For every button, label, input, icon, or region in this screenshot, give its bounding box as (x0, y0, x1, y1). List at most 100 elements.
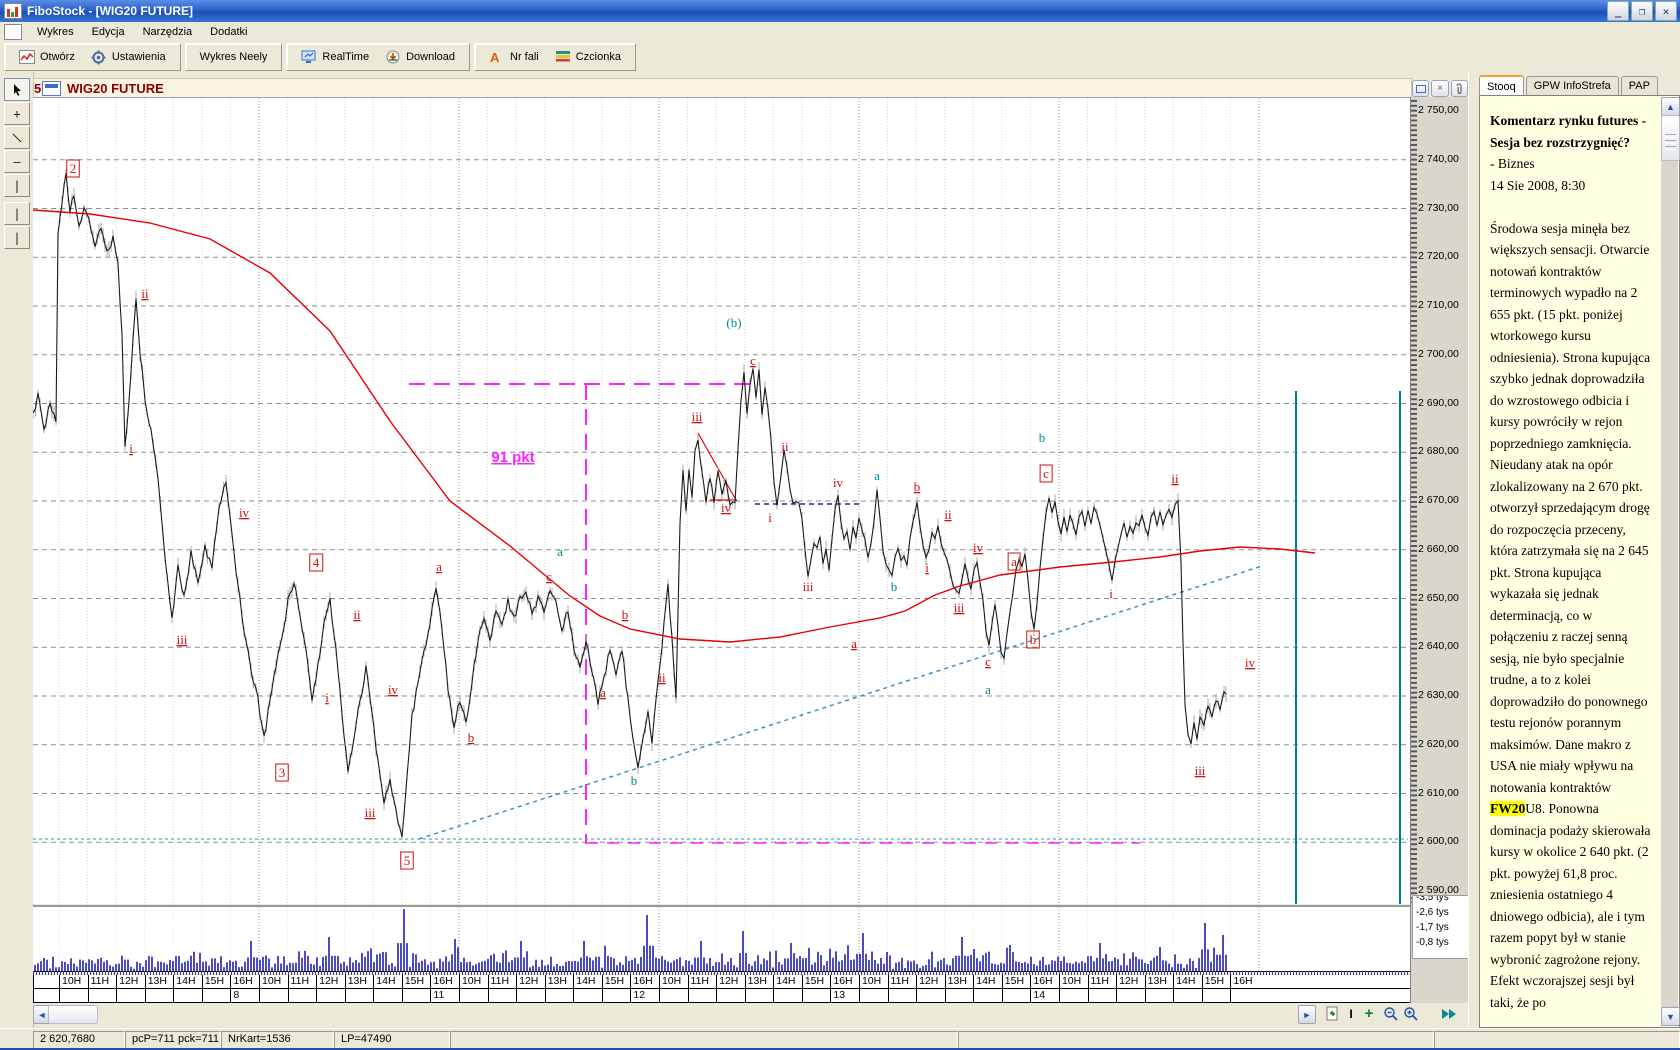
day-cell: 13 (830, 989, 861, 1003)
wave-label: 5 (404, 853, 411, 868)
day-cell (1173, 989, 1204, 1003)
scroll-down-button[interactable]: ▼ (1661, 1007, 1680, 1026)
toolbar-button-ustawienia[interactable]: Ustawienia (83, 48, 174, 66)
toolbar-button-label: Download (406, 50, 455, 63)
wave-label: 2 (70, 161, 77, 176)
maximize-button[interactable]: ❐ (1631, 1, 1653, 21)
close-pane-button[interactable]: × (1431, 80, 1449, 97)
time-cell: 12H (316, 975, 347, 989)
y-axis-label: 2 650,00 (1418, 591, 1459, 604)
wave-label: b (914, 479, 921, 494)
wave-label: a (851, 636, 857, 651)
news-scroll-thumb[interactable] (1661, 115, 1680, 161)
pane-buttons: × (1412, 80, 1468, 97)
refresh-data-button[interactable] (1323, 1005, 1341, 1022)
time-cell: 10H (658, 975, 690, 989)
day-cell (344, 989, 376, 1003)
chart-pane-header[interactable]: WIG20 FUTURE 5 min. (33, 78, 1412, 111)
wave-label: a (436, 559, 442, 574)
wave-number-icon: A (489, 50, 505, 65)
day-cell (487, 989, 519, 1003)
tab-pap[interactable]: PAP (1620, 76, 1658, 95)
y-axis-label: 2 590,00 (1418, 884, 1459, 896)
wave-label: b (622, 607, 629, 622)
day-cell (116, 989, 147, 1003)
minimize-button[interactable]: _ (1607, 1, 1629, 21)
day-cell: 8 (230, 989, 261, 1003)
toolbar-button-czcionka[interactable]: Czcionka (547, 48, 629, 66)
zoom-out-button[interactable] (1381, 1005, 1401, 1022)
news-date: 14 Sie 2008, 8:30 (1490, 177, 1586, 193)
volume-chart (33, 905, 1410, 973)
horizontal-scrollbar[interactable]: ◄ ► I + (33, 1004, 1468, 1024)
restore-pane-button[interactable] (1412, 80, 1430, 97)
y-axis-label: 2 750,00 (1418, 104, 1459, 116)
day-cell-empty (33, 989, 61, 1003)
scroll-up-button[interactable]: ▲ (1661, 97, 1680, 116)
scroll-thumb[interactable] (48, 1005, 98, 1024)
time-cell: 14H (773, 975, 804, 989)
vsegment-tool-button[interactable]: | (4, 202, 30, 225)
volume-axis-label: -1,7 tys (1416, 922, 1449, 933)
news-highlight: FW20 (1490, 801, 1526, 816)
toolbar-button-label: RealTime (322, 50, 370, 63)
vline-tool-button[interactable]: | (4, 174, 30, 197)
bar-cursor-button[interactable]: I (1349, 1006, 1353, 1021)
toolbar-button-download[interactable]: Download (377, 48, 463, 66)
wave-label-box (1039, 464, 1053, 483)
drawing-tool-palette: + — | | | (0, 72, 34, 1028)
y-axis-label: 2 740,00 (1418, 152, 1459, 165)
attach-icon[interactable] (1450, 80, 1468, 97)
day-cell (1001, 989, 1033, 1003)
time-cell: 10H (1058, 975, 1090, 989)
price-line (33, 173, 1227, 838)
time-cell: 12H (516, 975, 547, 989)
menu-item-edycja[interactable]: Edycja (91, 25, 125, 38)
wave-label: iii (365, 805, 376, 820)
price-bar-wicks (33, 169, 1227, 840)
fast-forward-button[interactable] (1438, 1005, 1460, 1022)
menu-item-wykres[interactable]: Wykres (37, 25, 74, 38)
wave-label: a (600, 685, 606, 700)
menu-item-narzędzia[interactable]: Narzędzia (142, 25, 193, 38)
wave-label: iii (177, 632, 188, 647)
wave-label: c (750, 353, 756, 368)
time-cell: 14H (573, 975, 604, 989)
toolbar-button-wykres-neely[interactable]: Wykres Neely (192, 49, 276, 65)
wave-label: iv (833, 475, 844, 490)
day-cell (287, 989, 319, 1003)
tab-gpw-infostrefa[interactable]: GPW InfoStrefa (1525, 76, 1619, 95)
y-axis-label: 2 600,00 (1418, 835, 1459, 848)
toolbar-button-otwórz[interactable]: Otwórz (11, 48, 83, 66)
vray-tool-button[interactable]: | (4, 226, 30, 249)
close-button[interactable]: ✕ (1655, 1, 1677, 21)
wave-label-box (1007, 552, 1021, 571)
time-cell: 12H (1116, 975, 1147, 989)
tab-stooq[interactable]: Stooq (1479, 75, 1524, 96)
scroll-right-button[interactable]: ► (1298, 1005, 1316, 1024)
price-chart[interactable]: 2iiiiiiiv34iiiiiiiv5abcabaiib(b)ciiiivii… (33, 97, 1410, 904)
crosshair-tool-button[interactable]: + (4, 102, 30, 125)
day-cell (1087, 989, 1119, 1003)
day-cell (601, 989, 633, 1003)
hline-tool-button[interactable]: — (4, 150, 30, 173)
wave-label: i (129, 441, 133, 456)
toolbar-button-realtime[interactable]: RealTime (293, 48, 377, 66)
news-scrollbar[interactable]: ▲ ▼ (1661, 97, 1680, 1026)
wave-label: iv (1245, 655, 1256, 670)
title-bar[interactable]: FiboStock - [WIG20 FUTURE] _ ❐ ✕ (0, 0, 1680, 22)
trendline-tool-button[interactable] (4, 126, 30, 149)
news-article: Komentarz rynku futures - Sesja bez rozs… (1490, 110, 1654, 1013)
volume-axis-label: -2,6 tys (1416, 907, 1449, 918)
pointer-tool-button[interactable] (4, 78, 30, 101)
menu-item-dodatki[interactable]: Dodatki (210, 25, 248, 38)
crosshair-plus-button[interactable]: + (1364, 1005, 1374, 1022)
toolbar-button-nr-fali[interactable]: A Nr fali (481, 48, 547, 66)
time-cell: 12H (716, 975, 747, 989)
news-source: - Biznes (1490, 156, 1535, 171)
wave-label: b (468, 730, 475, 745)
day-cell (573, 989, 604, 1003)
zoom-in-button[interactable] (1401, 1005, 1421, 1022)
wave-label: a (557, 544, 563, 559)
